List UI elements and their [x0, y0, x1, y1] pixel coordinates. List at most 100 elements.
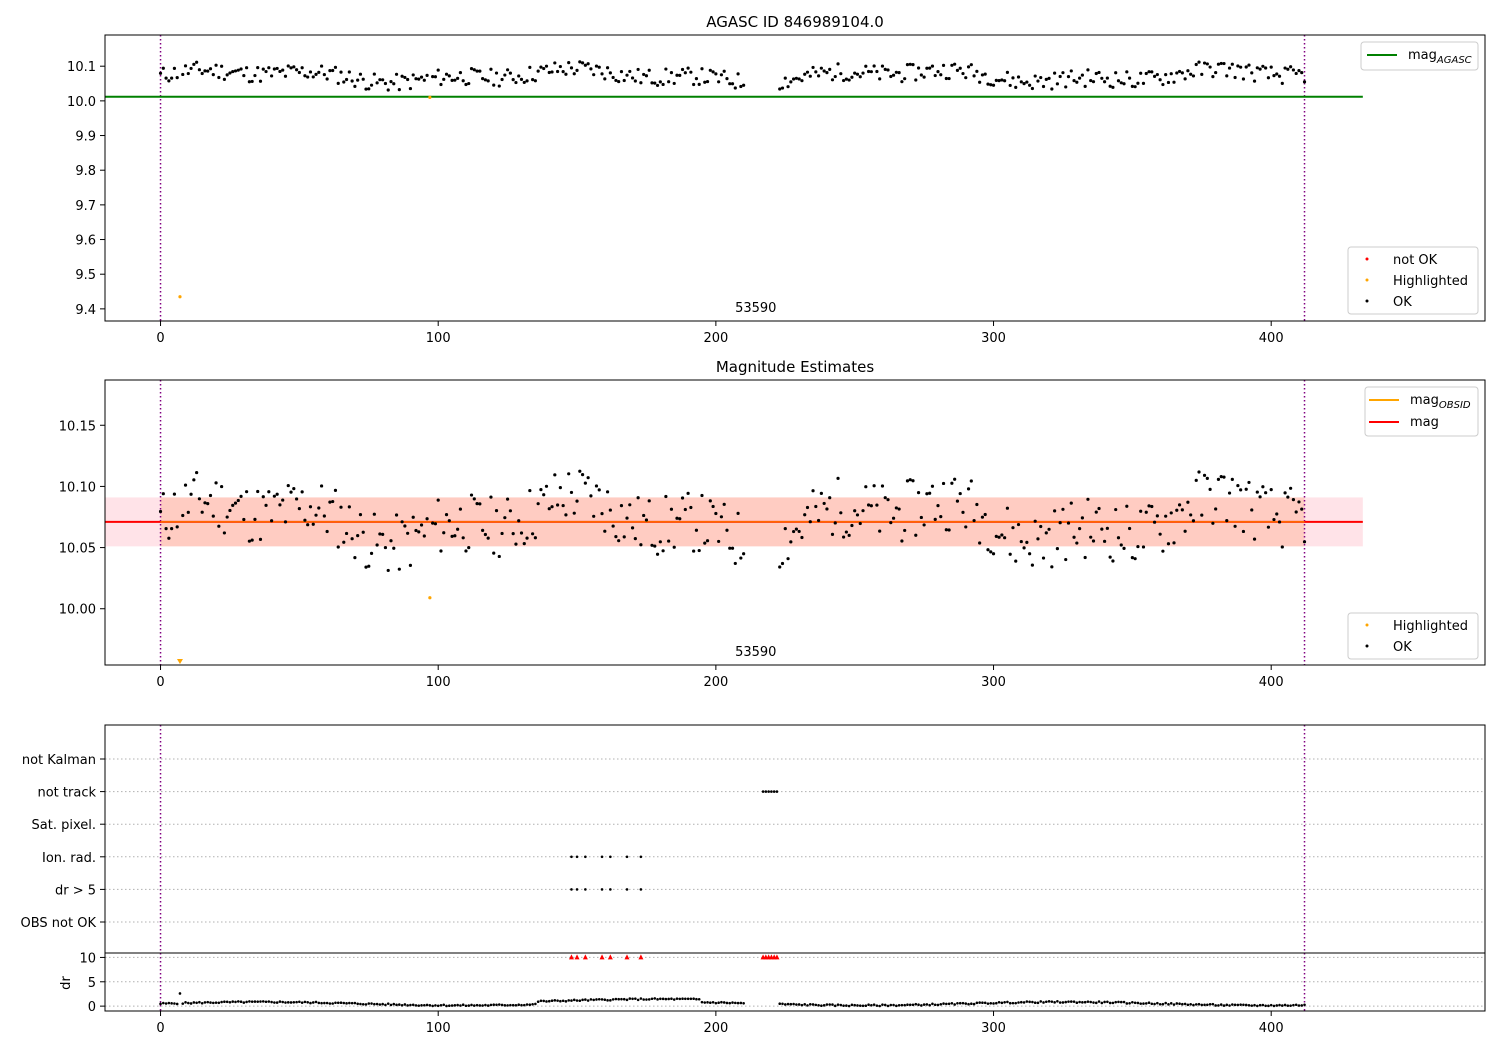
dr-point [933, 1003, 937, 1007]
ok-point [419, 523, 424, 527]
x-tick-label: 0 [156, 1021, 164, 1036]
dr-point [1189, 1002, 1192, 1006]
dr-point [400, 1003, 404, 1007]
ok-point [880, 484, 885, 488]
dr-point [972, 1002, 976, 1006]
dr-point [381, 1002, 384, 1006]
ok-point [878, 529, 882, 533]
dr-point [159, 1002, 162, 1006]
dr-point [1192, 1003, 1195, 1007]
dr-point [489, 1003, 493, 1007]
ok-point [1252, 537, 1257, 541]
ok-point [597, 65, 601, 69]
ok-point [661, 82, 665, 87]
ok-point [980, 515, 985, 519]
dr-point [947, 1002, 951, 1006]
dr-point [714, 1001, 718, 1005]
ok-point [914, 533, 918, 537]
ok-point [792, 529, 796, 534]
dr-point [592, 998, 595, 1002]
ok-point [292, 487, 296, 491]
ok-point [625, 516, 629, 520]
ok-point [797, 529, 801, 534]
dr-point [1011, 1001, 1015, 1005]
ok-point [519, 77, 524, 82]
dr-point [517, 1003, 521, 1006]
dr-point [1167, 1003, 1170, 1006]
ok-point [861, 509, 865, 513]
ok-point [817, 74, 821, 78]
ok-point [822, 69, 826, 73]
ok-point [605, 490, 610, 494]
dr-point [356, 1002, 359, 1006]
ok-point [1261, 485, 1265, 489]
ok-point [739, 84, 743, 89]
ok-point [1189, 72, 1193, 76]
dr-point [564, 1000, 568, 1003]
dr-point [906, 1003, 909, 1006]
ok-point [986, 548, 990, 552]
ok-point [497, 84, 501, 88]
ok-point [1097, 506, 1101, 511]
dr-point [181, 1002, 185, 1005]
ok-point [1083, 555, 1087, 560]
ok-point [447, 74, 451, 78]
ok-point [611, 524, 615, 528]
dr-point [1294, 1003, 1298, 1007]
ok-point [991, 552, 996, 556]
ok-point [211, 514, 215, 518]
ok-point [517, 519, 521, 523]
ok-point [1255, 66, 1259, 70]
ok-point [247, 539, 251, 543]
dr-point [672, 998, 676, 1001]
dr-point [900, 1003, 904, 1007]
ok-point [322, 72, 326, 77]
x-tick-label: 400 [1259, 1021, 1284, 1036]
dr-point [978, 1001, 981, 1004]
dr-point [1108, 1001, 1112, 1005]
ok-point [161, 492, 165, 496]
dr-point [1069, 1000, 1073, 1003]
ok-point [703, 541, 707, 545]
dr-point [209, 1001, 212, 1004]
ok-point [1191, 519, 1196, 523]
ok-point [1039, 524, 1043, 529]
ok-point [1241, 77, 1246, 81]
dr-point [717, 1001, 720, 1005]
dr-point [373, 1002, 376, 1006]
ok-point [353, 84, 357, 88]
ok-point [1100, 527, 1104, 531]
ok-point [955, 68, 960, 72]
ok-point [1050, 87, 1054, 91]
ok-point [794, 527, 798, 531]
ok-point [966, 487, 971, 491]
dr-point [878, 1004, 881, 1008]
ok-point [186, 71, 190, 76]
ok-point [1033, 74, 1037, 78]
dr-point [861, 1004, 865, 1008]
ok-point [1152, 520, 1157, 524]
ok-point [361, 530, 365, 534]
ok-point [825, 507, 829, 511]
ok-point [1219, 475, 1223, 479]
dr-point [1264, 1004, 1267, 1008]
dr-point [464, 1004, 468, 1008]
dr-point [831, 1003, 834, 1006]
ok-point [436, 498, 440, 502]
dr-point [231, 1000, 235, 1003]
ok-point [492, 83, 496, 87]
ok-point [972, 74, 976, 78]
dr-point [795, 1003, 798, 1006]
ok-point [997, 78, 1001, 83]
dr-point [606, 999, 609, 1002]
ok-point [711, 504, 715, 509]
dr-point [303, 1000, 307, 1004]
ok-point [328, 69, 332, 73]
ok-point [550, 505, 554, 509]
dr-point [1275, 1004, 1279, 1007]
ok-point [1291, 68, 1296, 72]
dr-point [961, 1001, 965, 1005]
dr-point [506, 1004, 509, 1007]
ok-point [911, 479, 915, 483]
dr-tick-label: 0 [88, 1000, 96, 1015]
